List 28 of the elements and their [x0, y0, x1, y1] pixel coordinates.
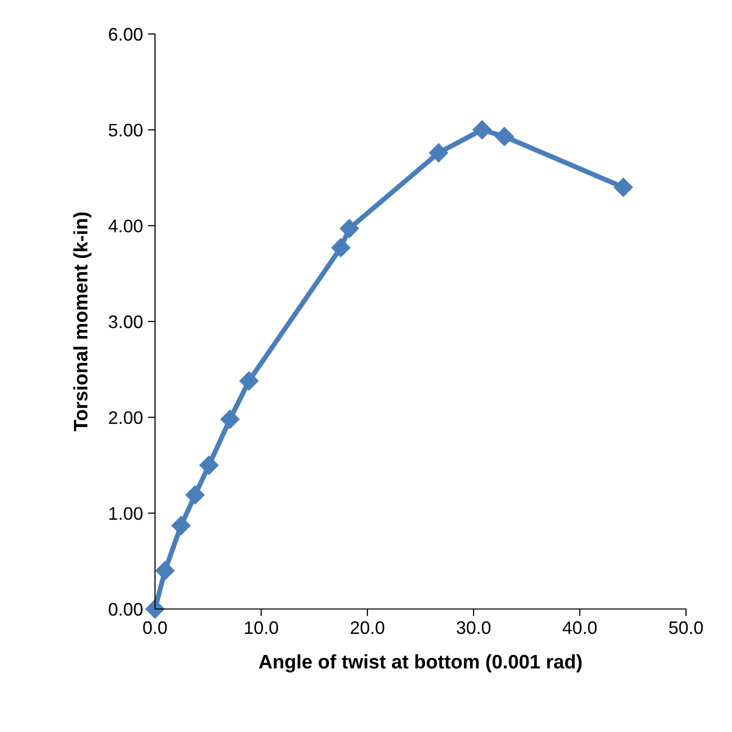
point [472, 120, 492, 140]
point [186, 485, 205, 504]
x-tick-label: 30.0 [456, 621, 490, 634]
point [155, 561, 175, 580]
y-tick-label: 4.00 [108, 220, 142, 232]
y-tick-label: 1.00 [109, 507, 142, 520]
point [494, 127, 514, 146]
point [239, 371, 259, 390]
point [340, 219, 359, 238]
y-tick-label: 3.00 [108, 315, 142, 328]
point [220, 410, 240, 429]
x-tick-label: 10.0 [245, 621, 278, 634]
point [171, 516, 191, 536]
x-tick-label: 50.0 [669, 621, 703, 634]
x-axis-title: Angle of twist at bottom (0.001 rad) [258, 654, 582, 673]
y-tick-label: 2.00 [108, 411, 142, 424]
x-tick-label: 40.0 [562, 621, 597, 634]
point [199, 456, 218, 475]
x-tick-label: 20.0 [350, 621, 384, 634]
y-tick-label: 0.00 [108, 602, 142, 616]
y-tick-label: 6.00 [108, 28, 142, 41]
y-axis-title: Torsional moment (k-in) [73, 212, 92, 432]
x-tick-label: 0.0 [143, 621, 167, 634]
point [331, 238, 350, 258]
point [145, 599, 165, 619]
point [614, 178, 633, 197]
point [429, 143, 448, 162]
y-tick-label: 5.00 [108, 124, 142, 137]
